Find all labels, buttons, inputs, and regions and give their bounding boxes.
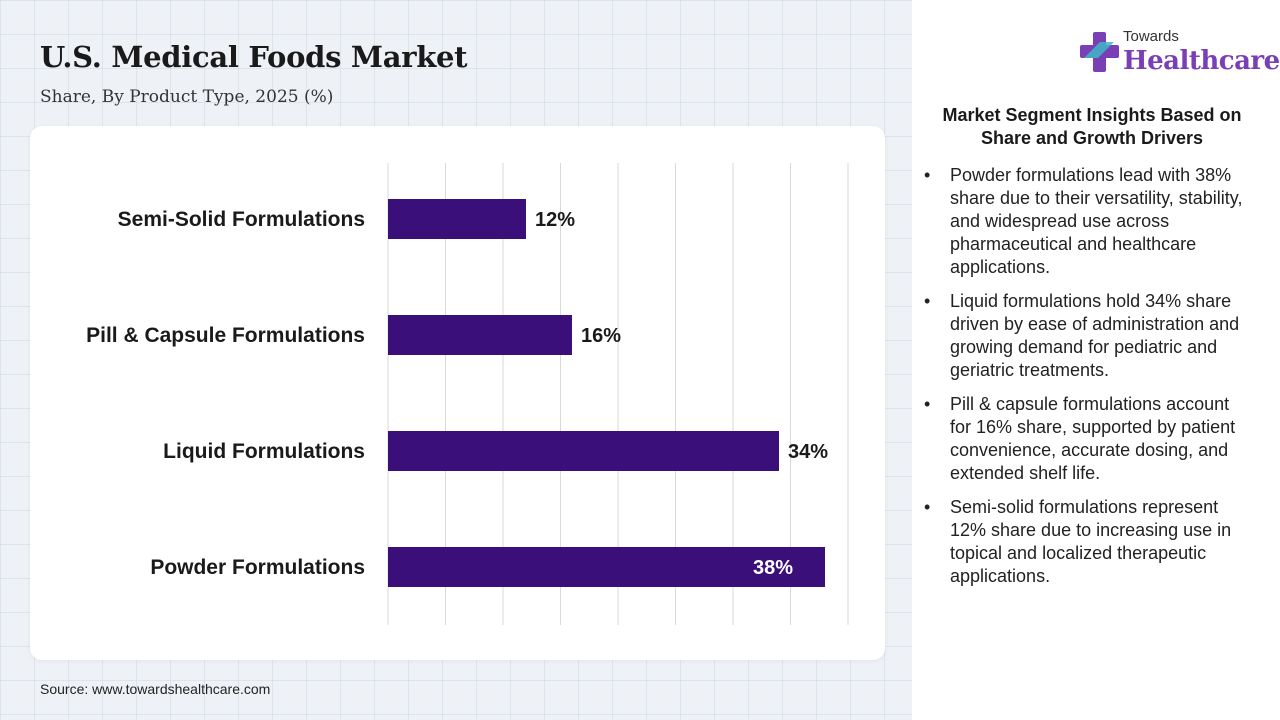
bar [388, 547, 825, 587]
category-label: Liquid Formulations [163, 440, 365, 463]
medical-cross-icon [1080, 32, 1119, 72]
logo-text-towards: Towards [1123, 28, 1179, 45]
bullet-icon: • [924, 165, 931, 185]
bar [388, 199, 526, 239]
insights-title: Market Segment Insights Based on Share a… [942, 105, 1242, 148]
bullet-icon: • [924, 497, 931, 517]
bar-chart: Semi-Solid Formulations 12% Pill & Capsule… [86, 163, 849, 625]
source-note: Source: www.towardshealthcare.com [40, 681, 271, 697]
category-label: Powder Formulations [150, 556, 365, 579]
logo-text-healthcare: Healthcare [1123, 46, 1280, 76]
insight-item: • Powder formulations lead with 38% share… [922, 164, 1252, 279]
bullet-icon: • [924, 394, 931, 414]
category-label: Pill & Capsule Formulations [86, 324, 365, 347]
insight-item: • Semi-solid formulations represent 12% s… [922, 496, 1252, 588]
data-label: 16% [581, 325, 621, 347]
category-label: Semi-Solid Formulations [118, 208, 365, 231]
bullet-icon: • [924, 291, 931, 311]
bar [388, 315, 572, 355]
chart-card: Semi-Solid Formulations 12% Pill & Capsule… [30, 126, 885, 660]
insight-item: • Pill & capsule formulations account for… [922, 393, 1252, 485]
towards-healthcare-logo: Towards Healthcare [1080, 28, 1280, 78]
insight-text: Pill & capsule formulations account for … [950, 394, 1236, 483]
data-label: 38% [753, 557, 793, 579]
data-label: 34% [788, 441, 828, 463]
insight-text: Powder formulations lead with 38% share … [950, 165, 1243, 277]
page-subtitle: Share, By Product Type, 2025 (%) [40, 87, 334, 107]
insights-list: • Powder formulations lead with 38% share… [922, 164, 1252, 599]
page-title: U.S. Medical Foods Market [40, 40, 468, 74]
insights-panel-background [912, 0, 1280, 720]
insight-item: • Liquid formulations hold 34% share driv… [922, 290, 1252, 382]
insight-text: Liquid formulations hold 34% share drive… [950, 291, 1240, 380]
bar [388, 431, 779, 471]
data-label: 12% [535, 209, 575, 231]
insight-text: Semi-solid formulations represent 12% sh… [950, 497, 1232, 586]
